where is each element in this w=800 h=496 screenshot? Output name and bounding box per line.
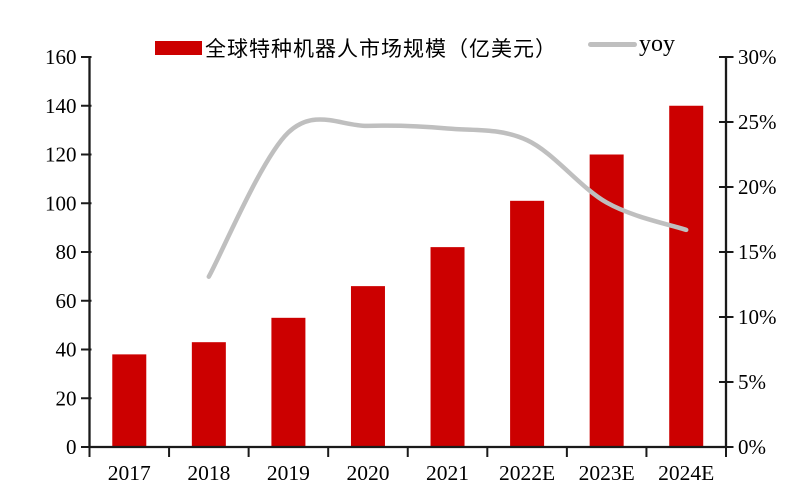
legend-label-market-size: 全球特种机器人市场规模（亿美元） <box>205 37 557 61</box>
x-axis-label-2018: 2018 <box>187 461 230 485</box>
bar-2019 <box>271 317 306 447</box>
axes <box>88 56 728 449</box>
left-tick-label: 20 <box>56 386 77 410</box>
x-axis-ticks: 2017 2018 2019 2020 2021 2022E 2023E 2024E <box>88 447 727 485</box>
right-tick-label: 15% <box>738 240 777 264</box>
bar-2022E <box>510 200 545 447</box>
legend-item-yoy: yoy <box>588 31 675 58</box>
legend-label-yoy: yoy <box>639 31 675 57</box>
bar-series-swatch-icon <box>155 41 202 55</box>
right-tick-label: 20% <box>738 175 777 199</box>
right-tick-label: 10% <box>738 305 777 329</box>
bar-2023E <box>589 154 624 447</box>
bar-2018 <box>191 342 226 447</box>
legend-item-market-size: 全球特种机器人市场规模（亿美元） <box>155 33 557 63</box>
x-axis-label-2019: 2019 <box>267 461 310 485</box>
left-tick-label: 120 <box>45 143 77 167</box>
x-axis-label-2024E: 2024E <box>658 461 714 485</box>
x-axis-label-2017: 2017 <box>108 461 151 485</box>
right-tick-label: 0% <box>738 435 766 459</box>
right-tick-label: 30% <box>738 45 777 69</box>
left-tick-label: 40 <box>56 338 77 362</box>
bar-2024E <box>669 105 704 447</box>
yoy-line-series <box>206 117 689 279</box>
left-tick-label: 100 <box>45 191 77 215</box>
right-tick-label: 25% <box>738 110 777 134</box>
left-tick-label: 80 <box>56 240 77 264</box>
line-series-swatch-icon <box>588 42 637 47</box>
yoy-line <box>206 117 689 279</box>
left-axis-ticks: 0 20 40 60 80 100 120 140 160 <box>45 45 92 459</box>
bar-2017 <box>112 354 147 447</box>
bar-2020 <box>350 286 385 447</box>
left-tick-label: 60 <box>56 289 77 313</box>
right-tick-label: 5% <box>738 370 766 394</box>
x-axis-label-2021: 2021 <box>426 461 469 485</box>
x-axis-label-2023E: 2023E <box>579 461 635 485</box>
x-axis-label-2022E: 2022E <box>499 461 555 485</box>
left-tick-label: 0 <box>66 435 77 459</box>
right-axis-ticks: 0% 5% 10% 15% 20% 25% 30% <box>719 45 777 459</box>
x-axis-label-2020: 2020 <box>346 461 389 485</box>
left-tick-label: 140 <box>45 94 77 118</box>
bars-series <box>112 105 704 447</box>
bar-2021 <box>430 247 465 447</box>
left-tick-label: 160 <box>45 45 77 69</box>
